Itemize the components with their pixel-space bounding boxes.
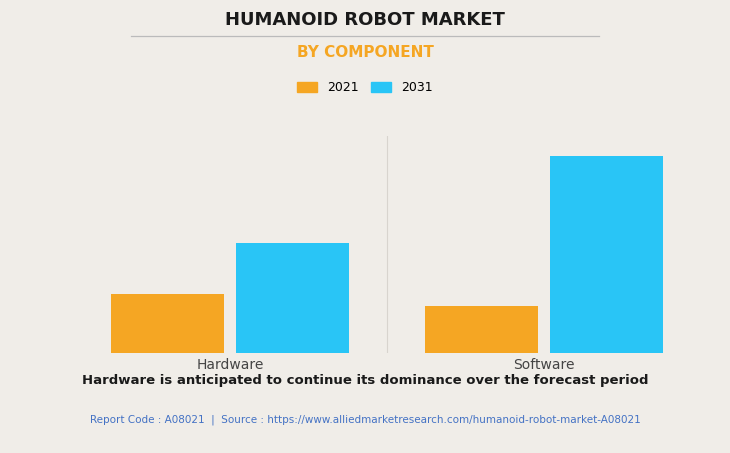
Text: Hardware is anticipated to continue its dominance over the forecast period: Hardware is anticipated to continue its … — [82, 374, 648, 387]
Text: Report Code : A08021  |  Source : https://www.alliedmarketresearch.com/humanoid-: Report Code : A08021 | Source : https://… — [90, 414, 640, 425]
Text: BY COMPONENT: BY COMPONENT — [296, 45, 434, 60]
Bar — [237, 243, 349, 353]
Bar — [111, 294, 223, 353]
Bar — [550, 156, 663, 353]
Bar — [425, 306, 537, 353]
Legend: 2021, 2031: 2021, 2031 — [292, 77, 438, 100]
Text: HUMANOID ROBOT MARKET: HUMANOID ROBOT MARKET — [225, 11, 505, 29]
